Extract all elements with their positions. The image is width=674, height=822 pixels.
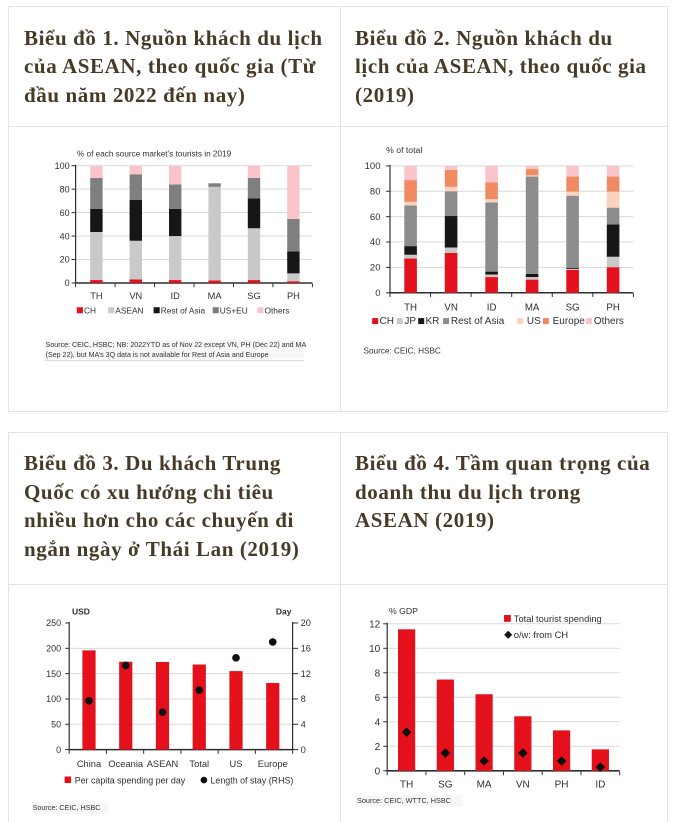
svg-text:US: US xyxy=(527,316,541,327)
svg-text:Total tourist spending: Total tourist spending xyxy=(514,614,602,624)
svg-text:80: 80 xyxy=(60,184,70,194)
svg-text:200: 200 xyxy=(46,644,61,654)
svg-text:0: 0 xyxy=(375,288,380,299)
svg-text:Oceania: Oceania xyxy=(108,759,143,769)
svg-text:0: 0 xyxy=(375,766,381,777)
svg-text:PH: PH xyxy=(606,302,619,313)
svg-text:40: 40 xyxy=(60,231,70,241)
svg-text:% GDP: % GDP xyxy=(389,606,418,616)
svg-text:100: 100 xyxy=(55,161,70,171)
svg-text:SG: SG xyxy=(438,780,453,791)
svg-text:12: 12 xyxy=(301,669,311,679)
svg-text:Rest of Asia: Rest of Asia xyxy=(451,316,505,327)
svg-text:MA: MA xyxy=(525,302,540,313)
svg-text:o/w: from CH: o/w: from CH xyxy=(514,630,568,640)
svg-text:Day: Day xyxy=(276,607,292,617)
svg-text:0: 0 xyxy=(301,745,306,755)
svg-text:8: 8 xyxy=(301,694,306,704)
svg-text:(Sep 22), but MA’s 3Q data is: (Sep 22), but MA’s 3Q data is not availa… xyxy=(46,351,269,359)
svg-text:SG: SG xyxy=(566,302,580,313)
svg-text:CH: CH xyxy=(380,316,394,327)
svg-text:Source: CEIC, HSBC; NB: 2022YT: Source: CEIC, HSBC; NB: 2022YTD as of No… xyxy=(46,341,307,349)
svg-text:PH: PH xyxy=(287,291,300,301)
svg-text:ID: ID xyxy=(487,302,497,313)
svg-text:20: 20 xyxy=(301,618,311,628)
svg-text:Others: Others xyxy=(265,305,290,315)
svg-text:TH: TH xyxy=(400,780,413,791)
svg-text:0: 0 xyxy=(65,278,70,288)
svg-text:60: 60 xyxy=(370,212,381,223)
svg-text:USD: USD xyxy=(72,607,90,617)
svg-text:100: 100 xyxy=(46,694,61,704)
svg-text:6: 6 xyxy=(375,693,381,704)
svg-text:Source: CEIC, HSBC: Source: CEIC, HSBC xyxy=(364,346,441,355)
svg-text:ID: ID xyxy=(595,780,605,791)
svg-text:20: 20 xyxy=(60,255,70,265)
svg-text:MA: MA xyxy=(477,780,492,791)
svg-text:Source: CEIC, WTTC, HSBC: Source: CEIC, WTTC, HSBC xyxy=(357,796,451,805)
svg-text:10: 10 xyxy=(369,644,381,655)
svg-text:ID: ID xyxy=(171,291,181,301)
svg-text:Others: Others xyxy=(594,316,624,327)
svg-text:50: 50 xyxy=(51,719,61,729)
svg-text:% of each source market’s tour: % of each source market’s tourists in 20… xyxy=(77,150,232,159)
svg-text:100: 100 xyxy=(365,161,381,172)
svg-text:ASEAN: ASEAN xyxy=(115,305,143,315)
svg-text:Source: CEIC, HSBC: Source: CEIC, HSBC xyxy=(33,803,101,812)
svg-text:Rest of Asia: Rest of Asia xyxy=(161,305,206,315)
svg-text:20: 20 xyxy=(370,263,381,274)
svg-text:VN: VN xyxy=(516,780,530,791)
svg-text:Europe: Europe xyxy=(553,316,586,327)
svg-text:16: 16 xyxy=(301,644,311,654)
svg-text:60: 60 xyxy=(60,208,70,218)
svg-text:4: 4 xyxy=(301,719,306,729)
svg-text:PH: PH xyxy=(555,780,569,791)
svg-text:SG: SG xyxy=(247,291,260,301)
svg-text:TH: TH xyxy=(90,291,102,301)
svg-text:CH: CH xyxy=(84,305,96,315)
svg-text:12: 12 xyxy=(369,619,381,630)
svg-text:MA: MA xyxy=(208,291,223,301)
svg-text:8: 8 xyxy=(375,668,381,679)
svg-text:% of total: % of total xyxy=(386,145,422,155)
svg-text:JP: JP xyxy=(404,316,416,327)
svg-text:Total: Total xyxy=(189,759,209,769)
svg-text:40: 40 xyxy=(370,237,381,248)
svg-text:ASEAN: ASEAN xyxy=(147,759,179,769)
svg-text:Europe: Europe xyxy=(258,759,288,769)
svg-text:80: 80 xyxy=(370,186,381,197)
svg-text:2: 2 xyxy=(375,742,381,753)
svg-text:Length of stay (RHS): Length of stay (RHS) xyxy=(211,776,294,786)
svg-text:4: 4 xyxy=(375,717,381,728)
svg-text:KR: KR xyxy=(426,316,440,327)
svg-text:VN: VN xyxy=(444,302,457,313)
svg-text:Per capita spending per day: Per capita spending per day xyxy=(75,776,186,786)
svg-text:US+EU: US+EU xyxy=(220,305,248,315)
svg-text:US: US xyxy=(230,759,243,769)
svg-text:VN: VN xyxy=(129,291,142,301)
svg-text:China: China xyxy=(77,759,102,769)
svg-text:0: 0 xyxy=(56,745,61,755)
svg-text:TH: TH xyxy=(404,302,417,313)
svg-text:150: 150 xyxy=(46,669,61,679)
svg-text:250: 250 xyxy=(46,618,61,628)
